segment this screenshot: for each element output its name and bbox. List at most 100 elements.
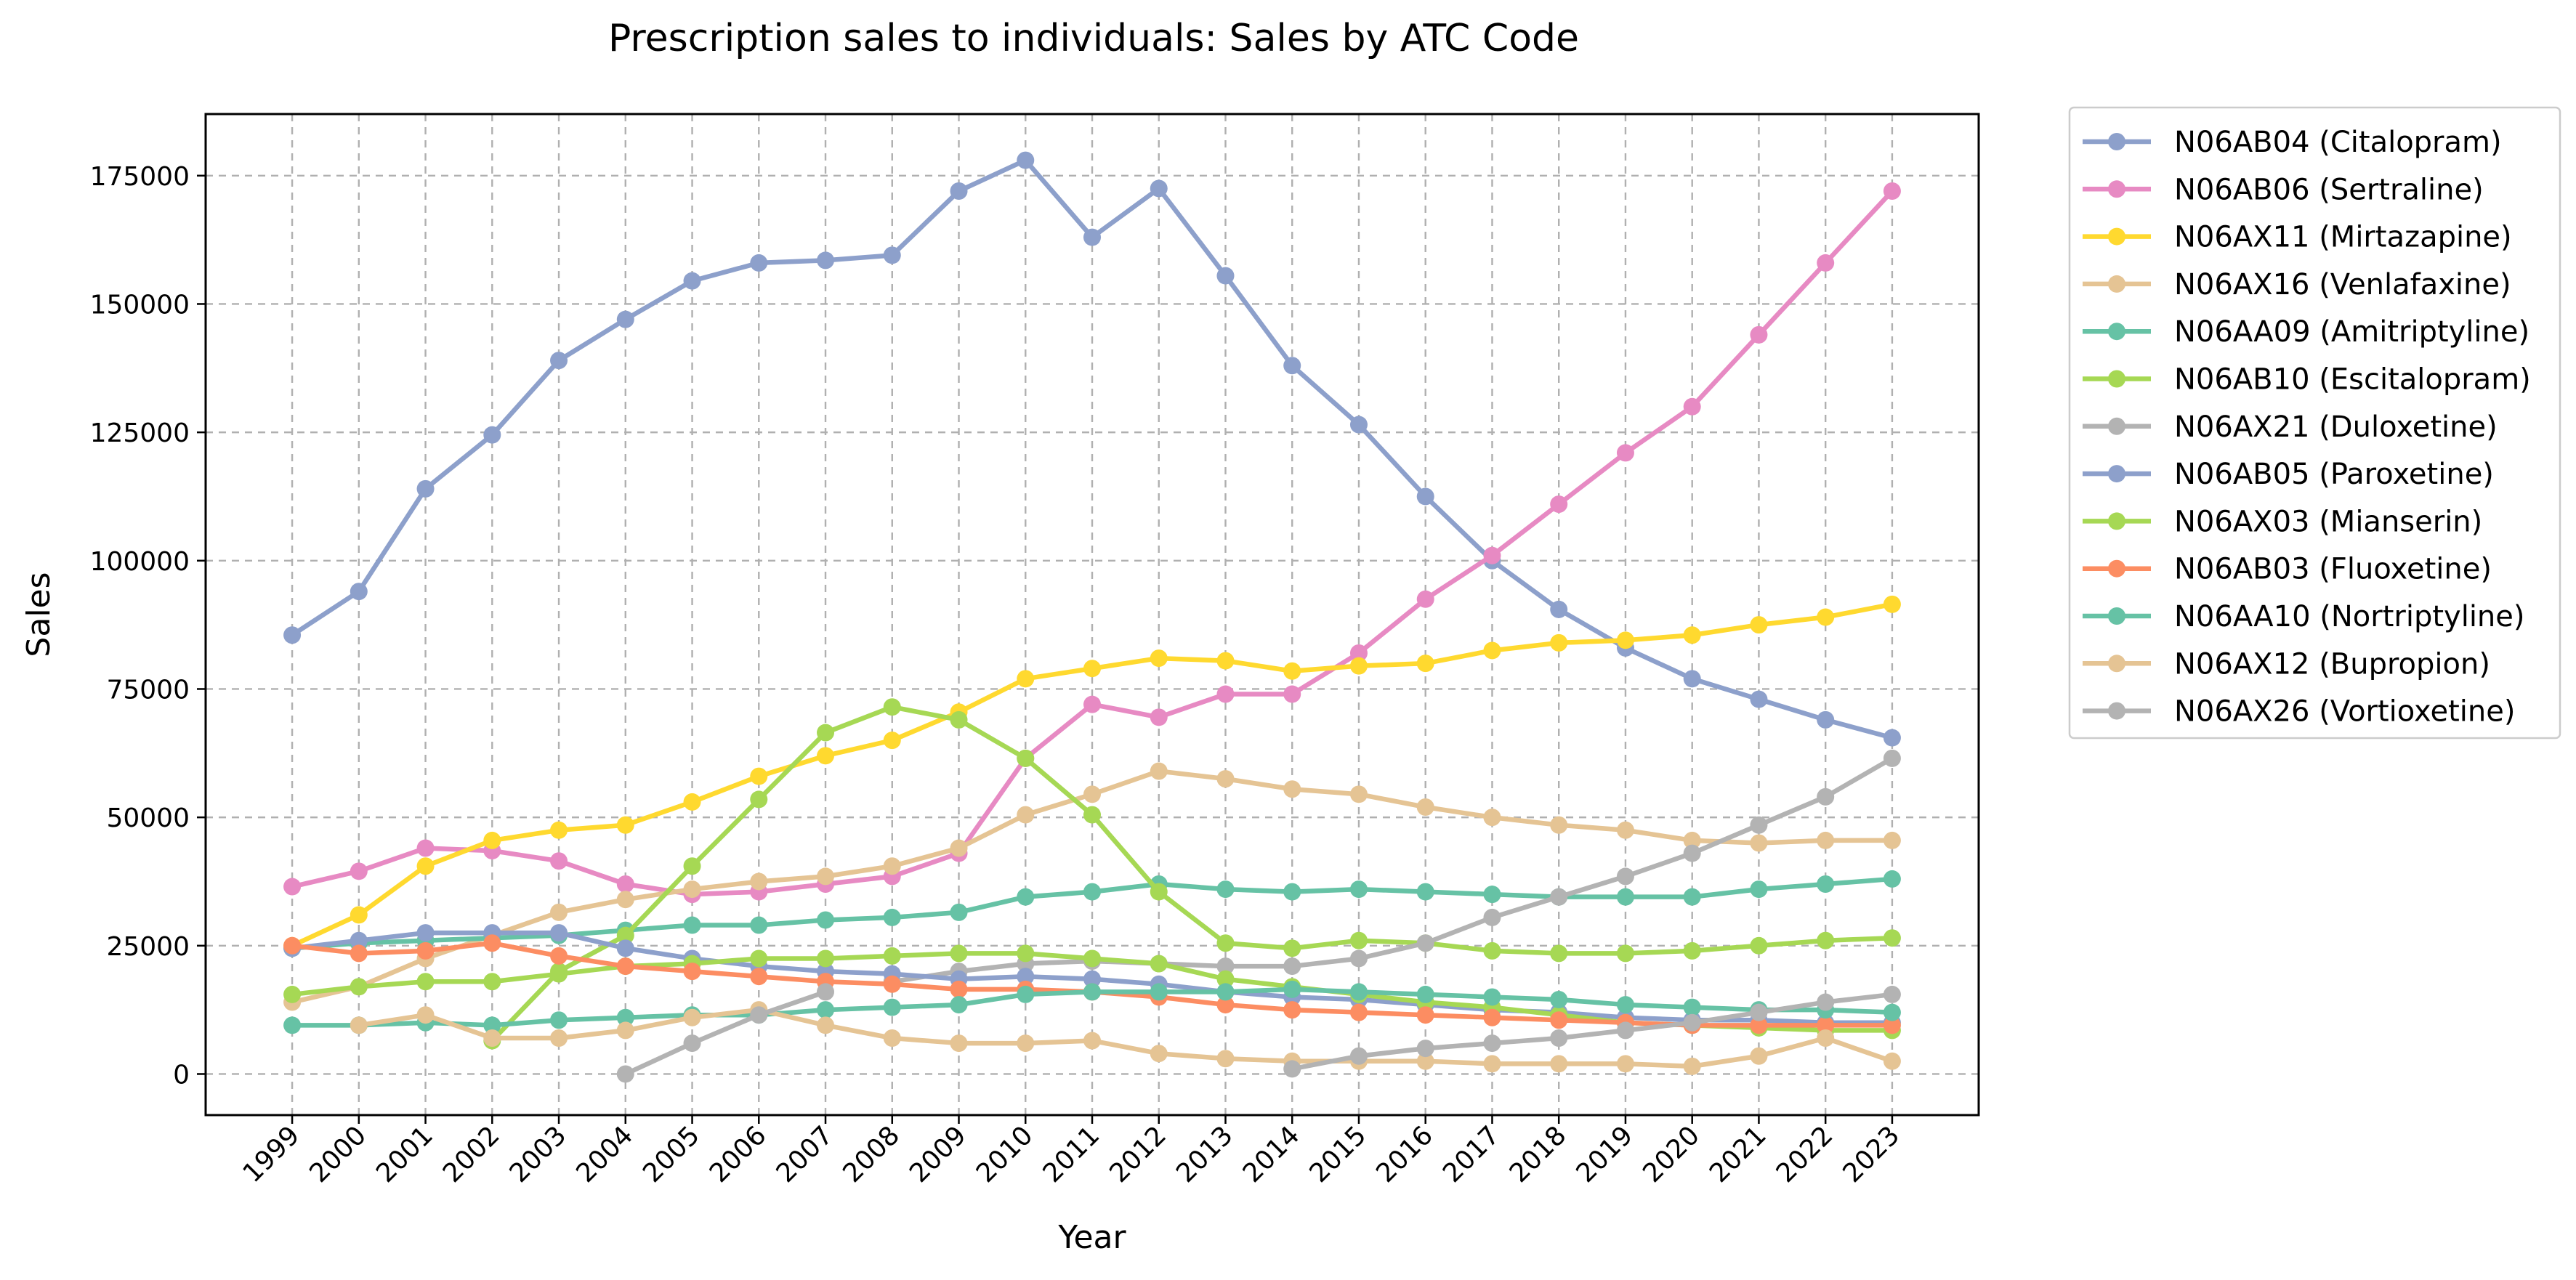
x-tick-label: 2000	[304, 1120, 372, 1188]
data-point	[1883, 595, 1901, 613]
data-point	[1883, 182, 1901, 200]
x-tick-label: 2023	[1838, 1120, 1906, 1188]
data-point	[1416, 985, 1434, 1003]
data-point	[483, 934, 501, 952]
legend-item: N06AA10 (Nortriptyline)	[2083, 600, 2525, 633]
data-point	[483, 973, 501, 991]
data-point	[1416, 798, 1434, 816]
x-tick-label: 2002	[437, 1120, 506, 1188]
data-point	[1817, 993, 1835, 1011]
data-point	[350, 862, 368, 880]
data-point	[483, 1029, 501, 1047]
data-point	[817, 1001, 835, 1019]
x-tick-label: 2011	[1038, 1120, 1106, 1188]
data-point	[616, 875, 634, 893]
data-point	[1883, 929, 1901, 947]
data-point	[416, 973, 435, 991]
legend-marker	[2108, 702, 2125, 720]
y-tick-label: 125000	[90, 418, 190, 448]
data-point	[1483, 809, 1501, 827]
legend-label: N06AB03 (Fluoxetine)	[2174, 553, 2492, 586]
data-point	[950, 1034, 968, 1053]
data-point	[1683, 941, 1701, 960]
data-point	[1083, 949, 1101, 968]
data-point	[750, 968, 768, 986]
data-point	[283, 626, 302, 644]
x-tick-label: 2014	[1237, 1120, 1306, 1188]
legend-item: N06AA09 (Amitriptyline)	[2083, 315, 2529, 349]
data-point	[1416, 934, 1434, 952]
data-point	[750, 872, 768, 891]
data-point	[1550, 495, 1568, 514]
data-point	[1550, 633, 1568, 652]
legend-label: N06AB04 (Citalopram)	[2174, 126, 2502, 159]
data-point	[1283, 662, 1301, 680]
data-point	[1616, 1021, 1634, 1040]
data-point	[1416, 590, 1434, 608]
data-point	[1349, 785, 1368, 803]
legend-item: N06AX11 (Mirtazapine)	[2083, 221, 2512, 254]
data-point	[1283, 939, 1301, 957]
data-point	[1150, 179, 1168, 198]
data-point	[1817, 608, 1835, 626]
data-point	[1483, 988, 1501, 1006]
data-point	[683, 916, 701, 934]
data-point	[817, 911, 835, 929]
data-point	[350, 978, 368, 996]
data-point	[817, 867, 835, 886]
data-point	[1883, 1016, 1901, 1034]
x-tick-label: 2007	[771, 1120, 839, 1188]
data-point	[1550, 1055, 1568, 1073]
data-point	[1017, 888, 1035, 906]
data-point	[1150, 955, 1168, 973]
data-point	[1750, 816, 1768, 834]
x-tick-label: 2012	[1104, 1120, 1172, 1188]
data-point	[1817, 831, 1835, 849]
data-point	[1883, 1052, 1901, 1070]
data-point	[616, 1065, 634, 1083]
data-point	[1349, 880, 1368, 899]
data-point	[416, 941, 435, 960]
x-tick-label: 2018	[1504, 1120, 1572, 1188]
data-point	[1150, 983, 1168, 1001]
legend-item: N06AB05 (Paroxetine)	[2083, 458, 2494, 491]
data-point	[1616, 996, 1634, 1014]
data-point	[883, 908, 901, 926]
data-point	[683, 880, 701, 899]
series-line	[623, 989, 828, 1077]
legend-marker	[2108, 323, 2125, 341]
data-point	[1883, 831, 1901, 849]
series-12	[616, 983, 1901, 1083]
data-point	[1216, 880, 1235, 899]
data-point	[683, 1008, 701, 1026]
legend-item: N06AX21 (Duloxetine)	[2083, 410, 2498, 444]
x-tick-label: 2001	[371, 1120, 439, 1188]
data-point	[1416, 1052, 1434, 1070]
data-point	[616, 816, 634, 834]
data-point	[416, 924, 435, 942]
data-point	[1216, 685, 1235, 703]
legend-item: N06AX03 (Mianserin)	[2083, 505, 2482, 538]
x-tick-label: 2019	[1571, 1120, 1639, 1188]
x-axis: 1999200020012002200320042005200620072008…	[238, 1115, 1906, 1188]
data-point	[1616, 888, 1634, 906]
legend-item: N06AB06 (Sertraline)	[2083, 173, 2484, 206]
data-point	[1616, 944, 1634, 963]
legend-label: N06AX12 (Bupropion)	[2174, 647, 2490, 681]
data-point	[416, 839, 435, 857]
series-line	[356, 1007, 1895, 1069]
data-point	[1416, 655, 1434, 673]
y-tick-label: 175000	[90, 162, 190, 192]
data-point	[1750, 325, 1768, 344]
data-point	[1283, 883, 1301, 901]
data-point	[616, 891, 634, 909]
data-point	[817, 747, 835, 765]
data-point	[1216, 1050, 1235, 1068]
y-tick-label: 150000	[90, 290, 190, 320]
legend-marker	[2108, 512, 2125, 530]
x-tick-label: 2020	[1637, 1120, 1705, 1188]
series-6	[883, 749, 1901, 991]
data-point	[550, 965, 568, 983]
data-point	[750, 1006, 768, 1024]
data-point	[1216, 957, 1235, 976]
